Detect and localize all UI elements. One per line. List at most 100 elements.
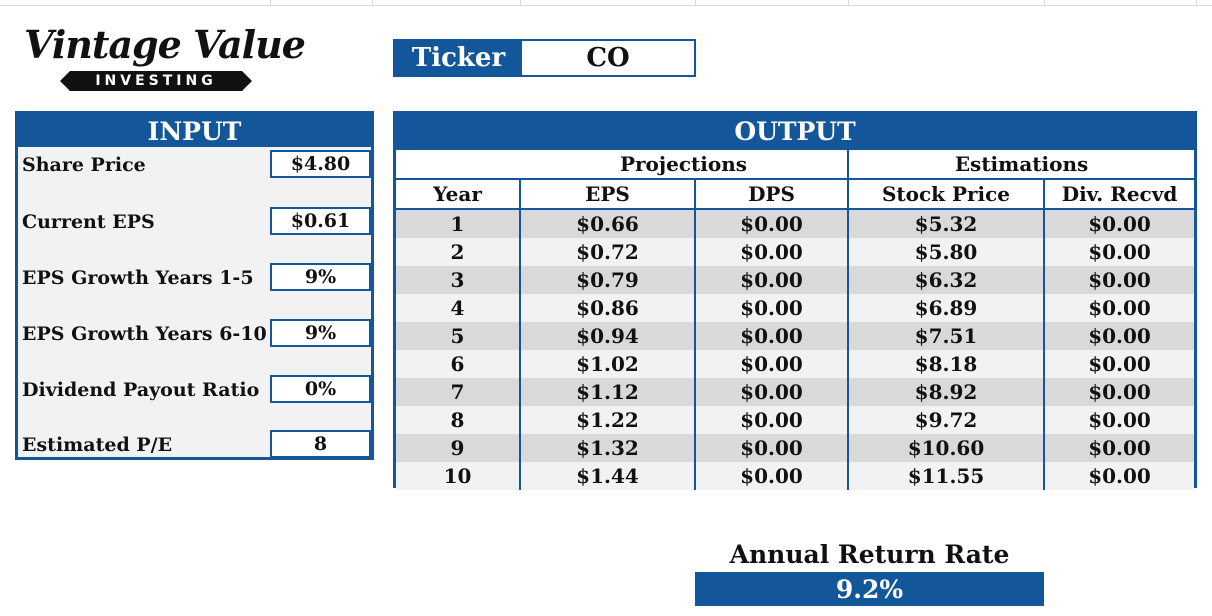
- growth-1-5-input[interactable]: 9%: [270, 263, 371, 291]
- table-row: 3 $0.79 $0.00 $6.32 $0.00: [396, 266, 1195, 294]
- input-panel-title: INPUT: [18, 114, 371, 147]
- table-cell[interactable]: $0.86: [519, 294, 695, 322]
- output-panel: OUTPUT Projections Estimations Year EPS …: [393, 111, 1197, 490]
- table-cell[interactable]: $0.66: [519, 209, 695, 238]
- col-header-div-recvd: Div. Recvd: [1042, 179, 1195, 210]
- table-cell[interactable]: $1.44: [519, 462, 695, 490]
- table-cell[interactable]: 8: [396, 406, 520, 434]
- table-cell[interactable]: $0.00: [1042, 238, 1195, 266]
- table-cell[interactable]: 6: [396, 350, 520, 378]
- estimations-group-header: Estimations: [846, 150, 1195, 180]
- table-cell[interactable]: $0.00: [1042, 434, 1195, 462]
- annual-return-label: Annual Return Rate: [729, 540, 1010, 569]
- logo-script-text: Vintage Value: [24, 22, 306, 67]
- table-cell[interactable]: $0.00: [1042, 266, 1195, 294]
- output-panel-title: OUTPUT: [396, 114, 1195, 150]
- table-cell[interactable]: $0.00: [1042, 378, 1195, 406]
- output-table: OUTPUT Projections Estimations Year EPS …: [396, 114, 1195, 490]
- estimated-pe-input[interactable]: 8: [270, 430, 371, 458]
- table-cell[interactable]: 3: [396, 266, 520, 294]
- table-cell[interactable]: $0.00: [1042, 350, 1195, 378]
- ticker-value-cell[interactable]: CO: [522, 41, 694, 75]
- table-cell[interactable]: 10: [396, 462, 520, 490]
- table-row: 4 $0.86 $0.00 $6.89 $0.00: [396, 294, 1195, 322]
- table-cell[interactable]: $5.80: [847, 238, 1044, 266]
- table-cell[interactable]: $0.00: [694, 238, 848, 266]
- input-row-share-price: Share Price $4.80: [18, 150, 371, 180]
- table-cell[interactable]: $6.89: [847, 294, 1044, 322]
- table-cell[interactable]: $9.72: [847, 406, 1044, 434]
- input-row-estimated-pe: Estimated P/E 8: [18, 430, 371, 460]
- col-header-dps: DPS: [694, 179, 848, 210]
- table-cell[interactable]: $0.00: [694, 434, 848, 462]
- table-cell[interactable]: $0.00: [694, 378, 848, 406]
- table-cell[interactable]: $0.00: [694, 462, 848, 490]
- col-header-year: Year: [396, 179, 520, 210]
- ticker-field: Ticker CO: [393, 39, 696, 77]
- table-cell[interactable]: $10.60: [847, 434, 1044, 462]
- share-price-label: Share Price: [22, 154, 146, 176]
- sheet-gridlines: [0, 0, 1212, 6]
- table-cell[interactable]: $5.32: [847, 209, 1044, 238]
- table-cell[interactable]: $8.18: [847, 350, 1044, 378]
- input-row-payout-ratio: Dividend Payout Ratio 0%: [18, 375, 371, 405]
- growth-6-10-input[interactable]: 9%: [270, 319, 371, 347]
- table-cell[interactable]: $11.55: [847, 462, 1044, 490]
- table-cell[interactable]: $0.79: [519, 266, 695, 294]
- table-cell[interactable]: $0.00: [1042, 294, 1195, 322]
- output-table-body: 1 $0.66 $0.00 $5.32 $0.00 2 $0.72 $0.00 $5.80 $0.…: [396, 209, 1195, 490]
- table-cell[interactable]: $0.00: [1042, 209, 1195, 238]
- table-cell[interactable]: $8.92: [847, 378, 1044, 406]
- table-cell[interactable]: $0.00: [1042, 406, 1195, 434]
- table-row: 10 $1.44 $0.00 $11.55 $0.00: [396, 462, 1195, 490]
- table-row: 6 $1.02 $0.00 $8.18 $0.00: [396, 350, 1195, 378]
- table-row: 5 $0.94 $0.00 $7.51 $0.00: [396, 322, 1195, 350]
- table-cell[interactable]: $0.00: [694, 322, 848, 350]
- logo-investing-banner: INVESTING: [60, 71, 252, 91]
- table-row: 9 $1.32 $0.00 $10.60 $0.00: [396, 434, 1195, 462]
- table-row: 8 $1.22 $0.00 $9.72 $0.00: [396, 406, 1195, 434]
- table-cell[interactable]: $0.00: [1042, 462, 1195, 490]
- projections-group-header: Projections: [520, 150, 848, 180]
- input-row-growth-6-10: EPS Growth Years 6-10 9%: [18, 319, 371, 349]
- current-eps-input[interactable]: $0.61: [270, 207, 371, 235]
- vintage-value-logo: Vintage Value INVESTING: [24, 22, 306, 94]
- table-cell[interactable]: $0.00: [694, 406, 848, 434]
- ticker-label: Ticker: [395, 41, 522, 75]
- table-cell[interactable]: 7: [396, 378, 520, 406]
- table-cell[interactable]: 4: [396, 294, 520, 322]
- estimated-pe-label: Estimated P/E: [22, 434, 173, 456]
- table-row: 7 $1.12 $0.00 $8.92 $0.00: [396, 378, 1195, 406]
- share-price-input[interactable]: $4.80: [270, 150, 371, 178]
- table-row: 1 $0.66 $0.00 $5.32 $0.00: [396, 209, 1195, 238]
- table-cell[interactable]: 9: [396, 434, 520, 462]
- table-cell[interactable]: $1.22: [519, 406, 695, 434]
- input-row-growth-1-5: EPS Growth Years 1-5 9%: [18, 263, 371, 293]
- growth-6-10-label: EPS Growth Years 6-10: [22, 323, 267, 345]
- table-cell[interactable]: $1.32: [519, 434, 695, 462]
- growth-1-5-label: EPS Growth Years 1-5: [22, 267, 254, 289]
- table-row: 2 $0.72 $0.00 $5.80 $0.00: [396, 238, 1195, 266]
- table-cell[interactable]: $0.00: [694, 350, 848, 378]
- table-cell[interactable]: $1.02: [519, 350, 695, 378]
- table-cell[interactable]: $0.00: [694, 266, 848, 294]
- table-cell[interactable]: $7.51: [847, 322, 1044, 350]
- annual-return-value: 9.2%: [695, 572, 1044, 606]
- input-row-current-eps: Current EPS $0.61: [18, 207, 371, 237]
- current-eps-label: Current EPS: [22, 211, 155, 233]
- table-cell[interactable]: $0.00: [694, 294, 848, 322]
- table-cell[interactable]: $0.94: [519, 322, 695, 350]
- input-panel: INPUT Share Price $4.80 Current EPS $0.6…: [15, 111, 374, 460]
- table-cell[interactable]: $0.00: [694, 209, 848, 238]
- table-cell[interactable]: 1: [396, 209, 520, 238]
- col-header-stock-price: Stock Price: [847, 179, 1044, 210]
- table-cell[interactable]: 2: [396, 238, 520, 266]
- table-cell[interactable]: 5: [396, 322, 520, 350]
- payout-ratio-input[interactable]: 0%: [270, 375, 371, 403]
- table-cell[interactable]: $1.12: [519, 378, 695, 406]
- payout-ratio-label: Dividend Payout Ratio: [22, 379, 260, 401]
- table-cell[interactable]: $6.32: [847, 266, 1044, 294]
- table-cell[interactable]: $0.00: [1042, 322, 1195, 350]
- table-cell[interactable]: $0.72: [519, 238, 695, 266]
- col-header-eps: EPS: [519, 179, 695, 210]
